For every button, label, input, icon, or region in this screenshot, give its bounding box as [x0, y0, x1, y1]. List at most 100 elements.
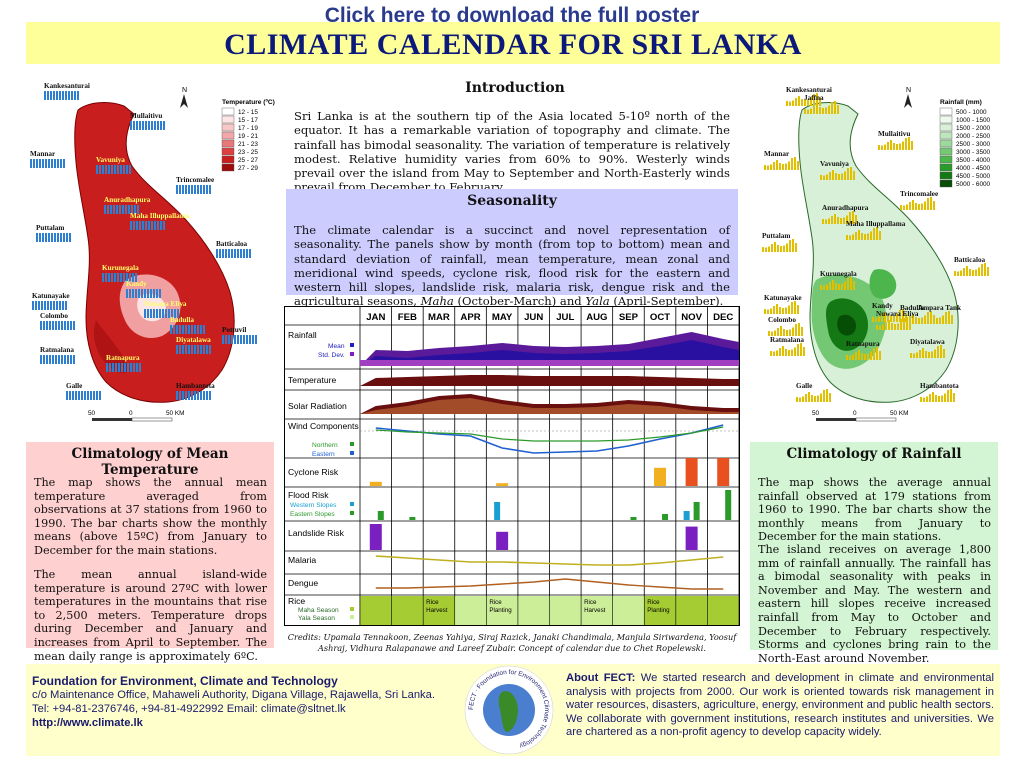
rain-station-bar	[890, 140, 892, 150]
temp-station-bar	[188, 345, 190, 354]
rain-station-bar	[834, 214, 836, 224]
legend-swatch	[221, 115, 235, 124]
legend-maha-season: Maha Season	[298, 607, 339, 614]
temp-station-bar	[114, 165, 116, 174]
temp-station-bar	[105, 165, 107, 174]
rain-station-bar	[767, 165, 769, 170]
temp-station-bar	[135, 289, 137, 298]
cyclone-risk-bar	[369, 481, 382, 486]
temp-station-bar	[84, 391, 86, 400]
rain-station-bar	[912, 314, 914, 324]
rain-station-bar	[779, 163, 781, 170]
temp-station-bar	[39, 159, 41, 168]
rainfall-panel-p1: The map shows the average annual rainfal…	[758, 476, 991, 544]
temp-station-bar	[125, 205, 127, 214]
legend-label: 4000 - 4500	[956, 165, 991, 172]
temp-station-bar	[116, 205, 118, 214]
scale-label-zero: 0	[853, 410, 857, 417]
temp-station-label: Kurunegala	[102, 264, 139, 272]
temp-station-bar	[188, 325, 190, 334]
footer-contact-line[interactable]: Tel: +94-81-2376746, +94-81-4922992 Emai…	[32, 703, 346, 715]
legend-rain-mean-swatch	[350, 343, 354, 347]
rain-station-bar	[801, 327, 803, 336]
legend-wind-east: Eastern	[312, 451, 335, 458]
temp-station-bar	[44, 301, 46, 310]
footer-org-name: Foundation for Environment, Climate and …	[32, 674, 338, 688]
rain-station-bar	[876, 325, 878, 330]
rain-station-bar	[943, 349, 945, 358]
temp-station-bar	[39, 233, 41, 242]
rain-station-bar	[873, 348, 875, 360]
temp-station-bar	[157, 121, 159, 130]
rain-station-bar	[922, 348, 924, 358]
temp-station-bar	[139, 121, 141, 130]
temp-station-bar	[237, 335, 239, 344]
intro-text: Sri Lanka is at the southern tip of the …	[294, 109, 730, 195]
temp-station-bar	[121, 363, 123, 372]
flood-east-bar	[725, 490, 732, 520]
temp-station-bar	[111, 165, 113, 174]
download-poster-link[interactable]: Click here to download the full poster	[324, 4, 700, 27]
rain-station-bar	[783, 329, 785, 336]
rain-station-bar	[779, 307, 781, 314]
temp-station-bar	[246, 249, 248, 258]
temp-station-bar	[53, 301, 55, 310]
temp-station-bar	[105, 273, 107, 282]
temp-station-bar	[154, 221, 156, 230]
temp-station-bar	[203, 391, 205, 400]
scale-label-left: 50	[812, 410, 820, 417]
temp-station-bar	[124, 363, 126, 372]
rain-station-bar	[788, 350, 790, 356]
rain-station-bar	[792, 100, 794, 106]
temp-station-bar	[209, 345, 211, 354]
rain-station-bar	[794, 347, 796, 356]
footer-url-link[interactable]: http://www.climate.lk	[32, 717, 143, 729]
temp-station-bar	[30, 159, 32, 168]
temp-station-bar	[150, 289, 152, 298]
temp-station-bar	[133, 121, 135, 130]
rain-station-bar	[909, 321, 911, 330]
about-text: We started research and development in c…	[566, 672, 994, 739]
temp-legend-title: Temperature (ºC)	[222, 99, 275, 106]
cyclone-risk-bar	[717, 458, 730, 486]
rain-station-bar	[823, 285, 825, 290]
legend-label: 15 - 17	[238, 117, 258, 124]
rain-station-bar	[864, 234, 866, 240]
temp-station-bar	[134, 205, 136, 214]
temp-station-bar	[56, 91, 58, 100]
rain-station-bar	[852, 211, 854, 224]
temp-station-bar	[234, 249, 236, 258]
temp-station-bar	[99, 165, 101, 174]
rice-event-label: Rice	[584, 599, 597, 606]
temp-station-bar	[87, 391, 89, 400]
temp-station-bar	[72, 391, 74, 400]
svg-text:N: N	[906, 87, 911, 94]
temp-station-bar	[148, 221, 150, 230]
legend-swatch	[221, 131, 235, 140]
rain-station-bar	[813, 94, 815, 106]
temp-station-bar	[216, 249, 218, 258]
temp-station-bar	[182, 185, 184, 194]
footer-about: About FECT: We started research and deve…	[566, 672, 994, 740]
temp-station-bar	[168, 309, 170, 318]
temp-station-bar	[62, 91, 64, 100]
temp-station-bar	[200, 185, 202, 194]
legend-label: 27 - 29	[238, 165, 258, 172]
rain-station-bar	[844, 171, 846, 180]
temp-station-bar	[63, 233, 65, 242]
temp-station-bar	[104, 205, 106, 214]
rain-station-bar	[957, 271, 959, 276]
row-label-landslide: Landslide Risk	[288, 528, 345, 538]
temp-station-bar	[171, 309, 173, 318]
rain-station-bar	[780, 246, 782, 252]
rain-station-bar	[876, 347, 878, 360]
rain-station-bar	[896, 144, 898, 150]
rain-station-bar	[891, 323, 893, 330]
cyclone-risk-bar	[685, 458, 698, 486]
legend-label: 4500 - 5000	[956, 173, 991, 180]
temperature-map: Kankesanturai Mullaitivu Mannar Vavuniya Tri…	[30, 82, 275, 422]
rain-station-label: Maha Illuppallama	[846, 220, 906, 228]
legend-label: 500 - 1000	[956, 109, 987, 116]
temp-station-bar	[44, 91, 46, 100]
temp-station-bar	[120, 273, 122, 282]
